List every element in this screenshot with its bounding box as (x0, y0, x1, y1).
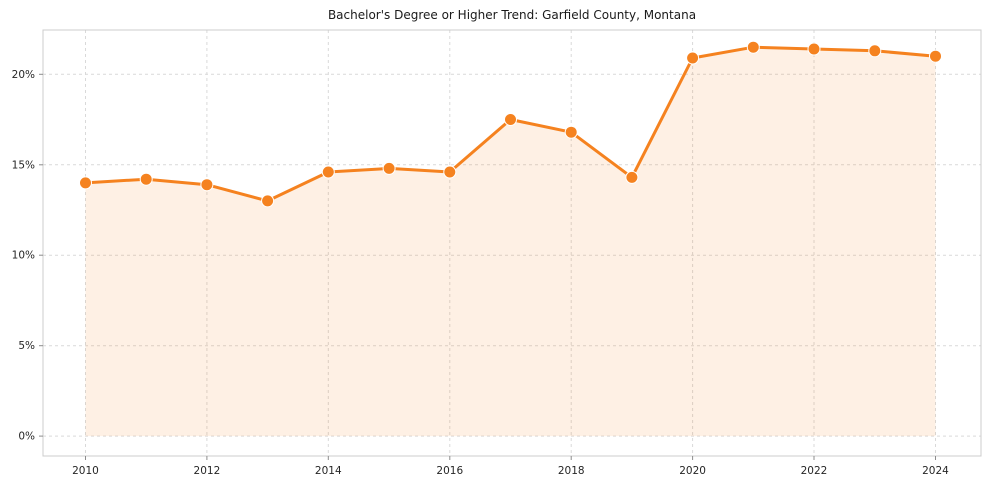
x-tick-label: 2010 (72, 465, 99, 477)
x-tick-label: 2018 (558, 465, 585, 477)
data-point-marker (139, 172, 153, 186)
data-point-marker (929, 49, 942, 63)
y-tick-label: 10% (12, 250, 35, 262)
data-point-marker (261, 194, 275, 208)
x-tick-label: 2024 (922, 465, 949, 477)
data-point-marker (625, 170, 639, 184)
data-point-marker (79, 176, 92, 190)
data-point-marker (443, 165, 457, 179)
data-point-marker (321, 165, 335, 179)
data-point-marker (746, 40, 760, 54)
x-tick-label: 2016 (436, 465, 463, 477)
data-point-marker (504, 113, 517, 126)
data-point-marker (868, 44, 882, 58)
x-tick-label: 2014 (315, 465, 342, 477)
chart-title: Bachelor's Degree or Higher Trend: Garfi… (327, 8, 697, 22)
y-tick-label: 5% (18, 340, 35, 352)
x-tick-label: 2020 (679, 465, 706, 477)
x-tick-label: 2022 (801, 465, 828, 477)
data-point-marker (686, 51, 700, 65)
y-tick-label: 15% (12, 159, 35, 171)
data-point-marker (564, 125, 578, 139)
y-tick-label: 20% (12, 69, 35, 81)
series-area-fill (85, 47, 936, 437)
data-point-marker (382, 161, 396, 175)
axes-border (42, 29, 982, 457)
plot-area (43, 30, 981, 456)
data-point-marker (807, 42, 821, 56)
y-tick-label: 0% (18, 431, 35, 443)
data-point-marker (200, 178, 214, 192)
x-tick-label: 2012 (194, 465, 221, 477)
